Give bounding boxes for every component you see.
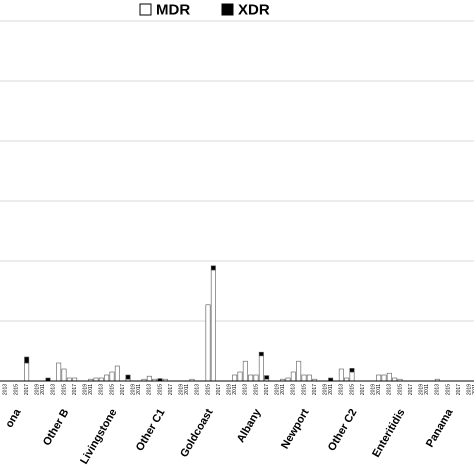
- x-tick-label: 2019: [323, 384, 329, 395]
- bar-segment: [306, 374, 312, 382]
- legend-swatch: [139, 3, 152, 16]
- x-tick-label: 2015: [349, 384, 355, 395]
- bar-segment: [349, 368, 355, 373]
- x-tick-label: 2013: [51, 384, 57, 395]
- x-tick-label: 2017: [120, 384, 126, 395]
- bar-segment: [253, 374, 259, 382]
- x-tick-label: 2015: [157, 384, 163, 395]
- x-tick-label: 2017: [216, 384, 222, 395]
- bar-segment: [114, 365, 120, 382]
- x-tick-label: 2019: [131, 384, 137, 395]
- x-tick-label: 2011: [136, 384, 142, 395]
- bar-segment: [205, 304, 211, 382]
- x-tick-label: 2013: [435, 384, 441, 395]
- x-tick-label: 2011: [88, 384, 94, 395]
- bar-segment: [109, 371, 115, 382]
- x-tick-label: 2013: [291, 384, 297, 395]
- x-tick-label: 2017: [312, 384, 318, 395]
- bar-segment: [146, 375, 152, 382]
- x-tick-label: 2011: [424, 384, 430, 395]
- bar-segment: [210, 265, 216, 271]
- x-tick-label: 2013: [339, 384, 345, 395]
- bar-segment: [24, 362, 30, 382]
- x-tick-label: 2015: [109, 384, 115, 395]
- x-tick-label: 2011: [280, 384, 286, 395]
- x-tick-label: 2013: [99, 384, 105, 395]
- x-tick-label: 2015: [445, 384, 451, 395]
- legend-swatch: [221, 3, 234, 16]
- bar-segment: [125, 374, 131, 380]
- x-tick-label: 2011: [184, 384, 190, 395]
- x-tick-label: 2019: [179, 384, 185, 395]
- bar-segment: [386, 372, 392, 382]
- bar-segment: [24, 356, 30, 364]
- bar-segment: [61, 368, 67, 382]
- x-tick-label: 2013: [243, 384, 249, 395]
- x-tick-label: 2015: [301, 384, 307, 395]
- x-tick-label: 2015: [13, 384, 19, 395]
- x-tick-label: 2013: [195, 384, 201, 395]
- bar-segment: [301, 374, 307, 382]
- legend-label: XDR: [238, 1, 270, 18]
- x-tick-label: 2011: [40, 384, 46, 395]
- x-tick-label: 2011: [232, 384, 238, 395]
- x-tick-label: 2019: [371, 384, 377, 395]
- bar-segment: [264, 375, 270, 380]
- x-tick-label: 2017: [24, 384, 30, 395]
- bar-segment: [296, 360, 302, 382]
- x-tick-label: 2015: [253, 384, 259, 395]
- bar-segment: [381, 374, 387, 382]
- x-tick-label: 2011: [472, 384, 474, 395]
- x-tick-label: 2017: [264, 384, 270, 395]
- x-tick-label: 2011: [376, 384, 382, 395]
- x-tick-label: 2019: [35, 384, 41, 395]
- x-tick-label: 2017: [456, 384, 462, 395]
- bar-segment: [232, 374, 238, 382]
- x-tick-label: 2017: [168, 384, 174, 395]
- x-tick-label: 2019: [467, 384, 473, 395]
- bar-segment: [376, 374, 382, 382]
- x-tick-label: 2013: [387, 384, 393, 395]
- x-tick-label: 2015: [397, 384, 403, 395]
- x-tick-label: 2019: [419, 384, 425, 395]
- x-tick-label: 2019: [83, 384, 89, 395]
- x-tick-label: 2017: [72, 384, 78, 395]
- bar-segment: [248, 374, 254, 382]
- bar-segment: [290, 371, 296, 382]
- bar-segment: [258, 351, 264, 357]
- x-tick-label: 2015: [61, 384, 67, 395]
- bar-segment: [210, 269, 216, 382]
- x-tick-label: 2017: [408, 384, 414, 395]
- legend-label: MDR: [156, 1, 190, 18]
- x-tick-label: 2019: [275, 384, 281, 395]
- x-tick-label: 2015: [205, 384, 211, 395]
- bar-segment: [242, 360, 248, 382]
- x-tick-label: 2011: [328, 384, 334, 395]
- x-tick-label: 2013: [147, 384, 153, 395]
- bar-segment: [104, 374, 110, 382]
- bar-segment: [349, 371, 355, 382]
- x-tick-label: 2019: [227, 384, 233, 395]
- x-tick-label: 2013: [3, 384, 9, 395]
- x-tick-label: 2017: [360, 384, 366, 395]
- bar-segment: [56, 362, 62, 382]
- bar-segment: [258, 355, 264, 382]
- bar-segment: [338, 368, 344, 382]
- bar-segment: [237, 371, 243, 382]
